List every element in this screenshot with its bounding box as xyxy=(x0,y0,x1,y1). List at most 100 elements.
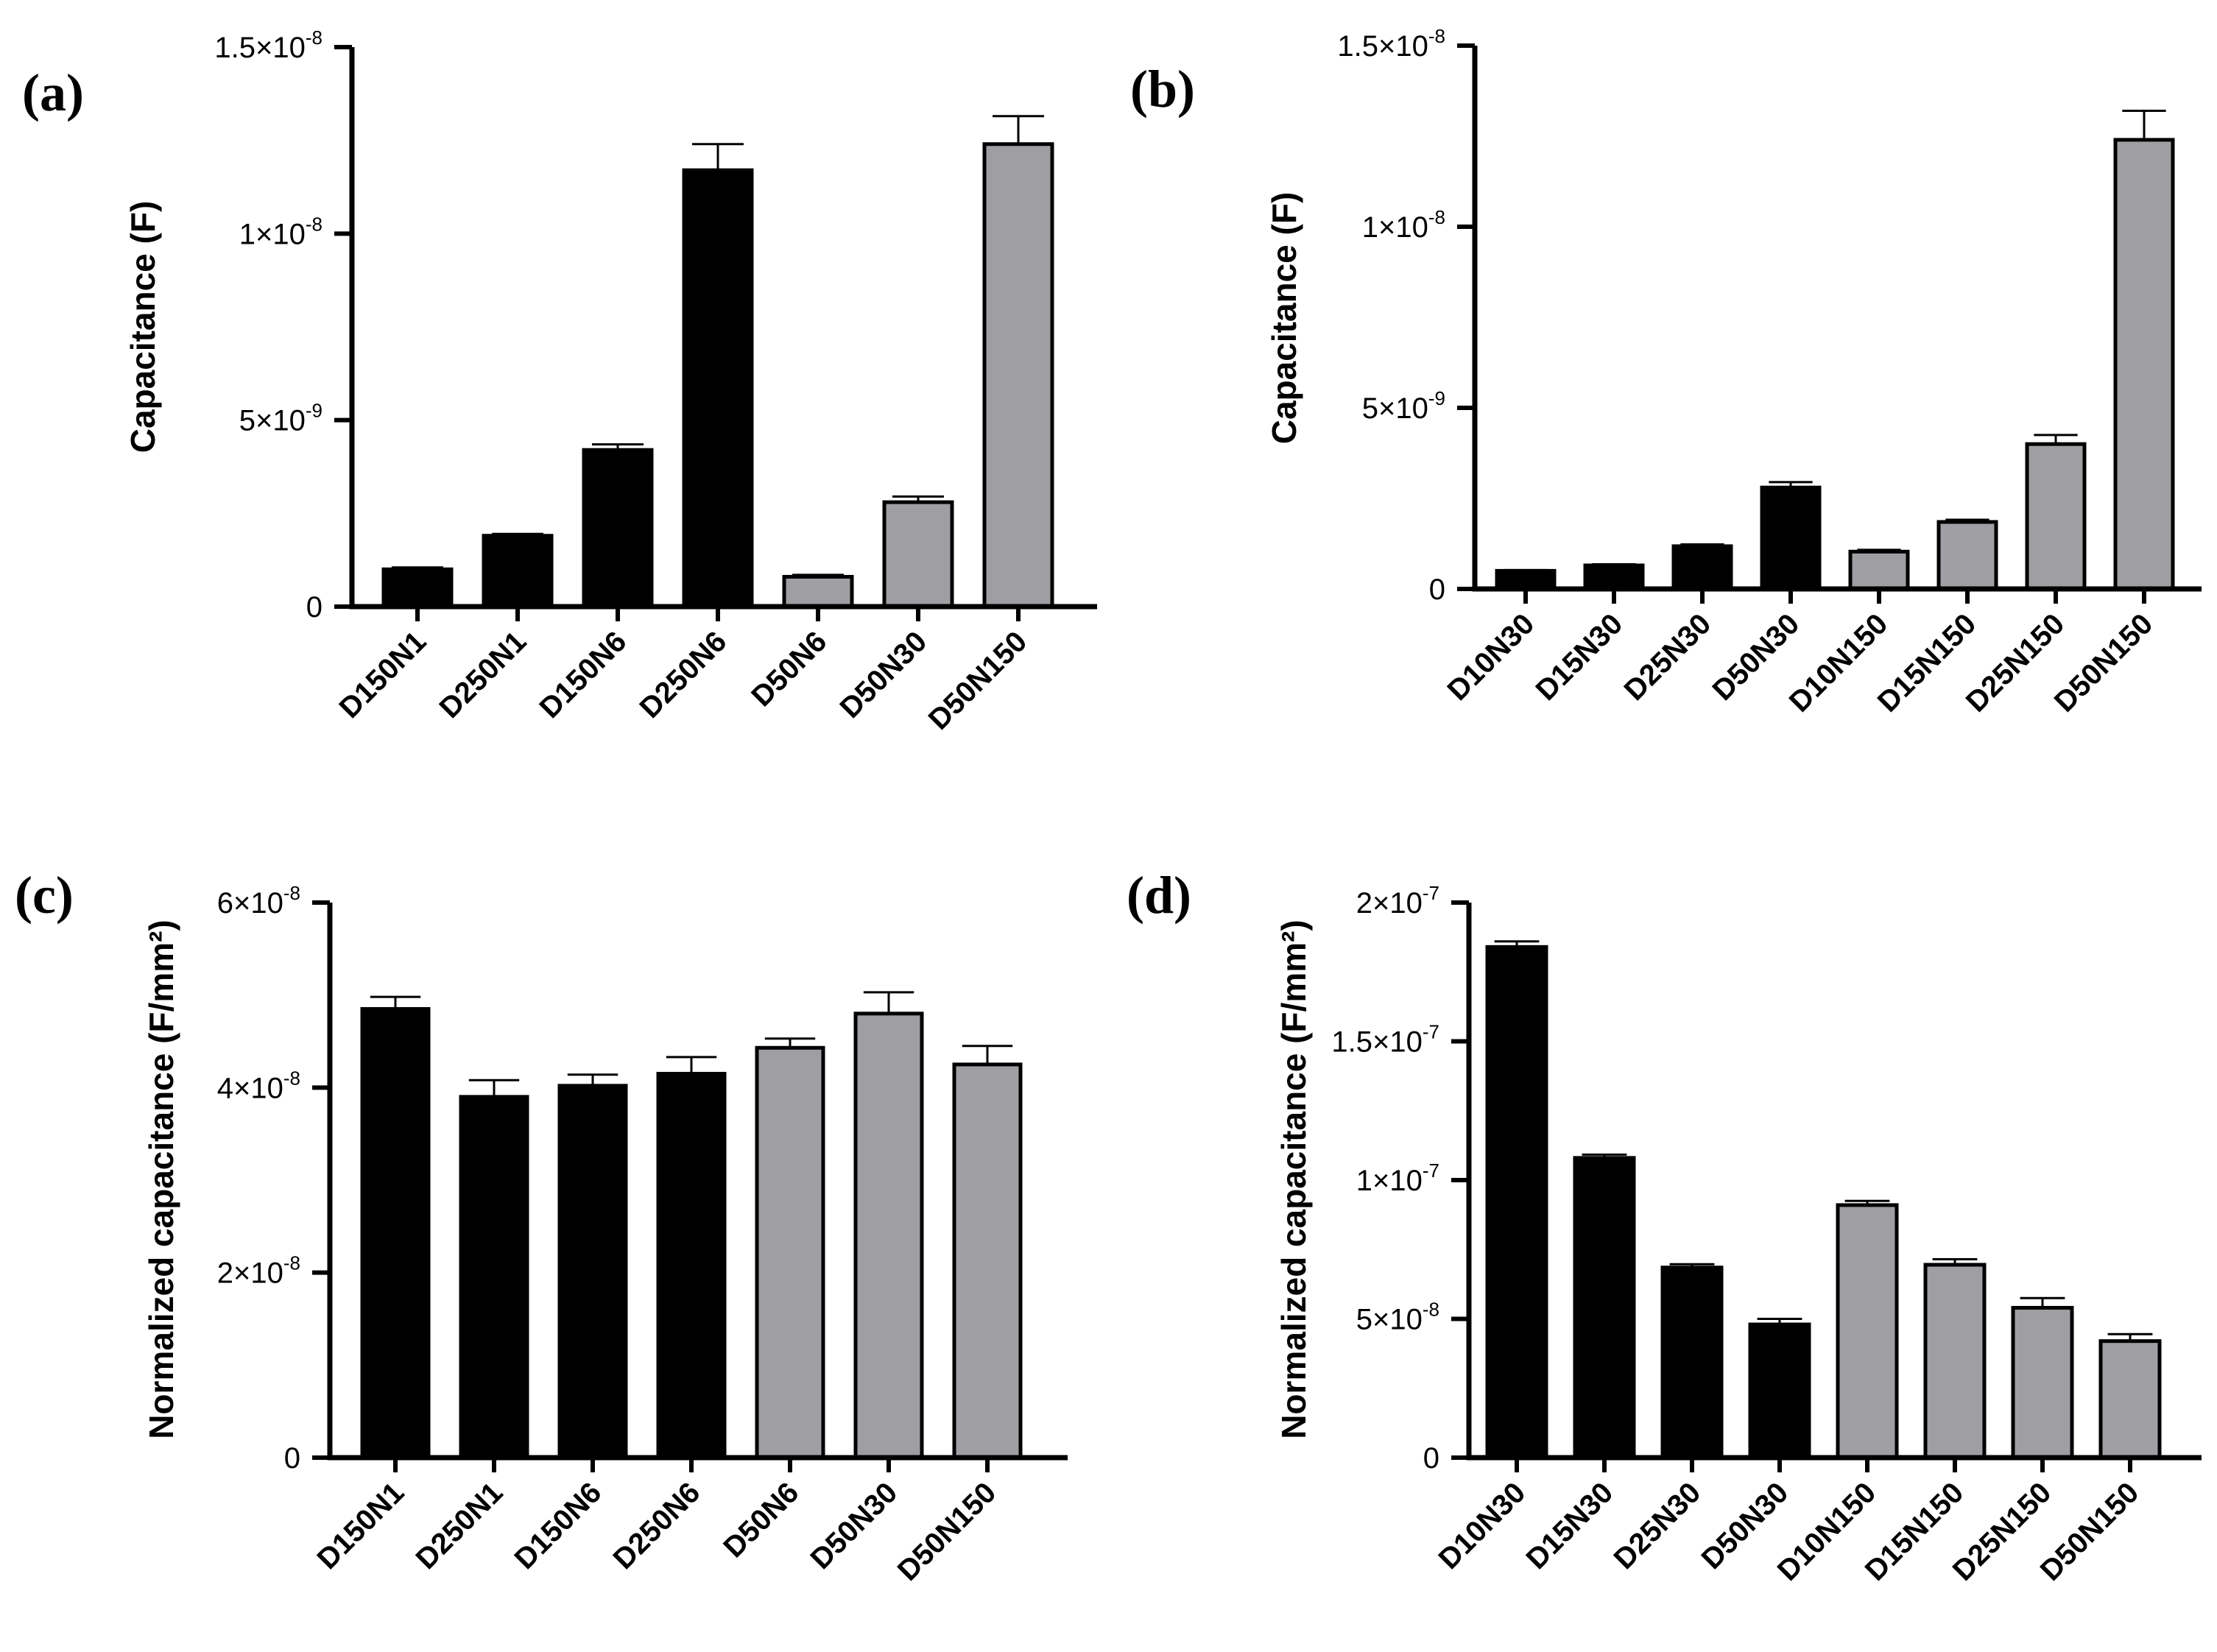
panel-c-bar-d50n6 xyxy=(755,1045,825,1460)
panel-b-label: (b) xyxy=(1130,60,1195,119)
panel-a-category-label: D50N6 xyxy=(745,625,833,713)
panel-d-error-bar-d15n150 xyxy=(1932,1257,1978,1265)
panel-c-y-tick-label: 2×10-8 xyxy=(217,1252,300,1290)
panel-c-bar-d250n1 xyxy=(459,1095,529,1460)
panel-b-error-bar-d15n150 xyxy=(1945,518,1989,522)
panel-a-error-bar-d150n1 xyxy=(392,566,443,570)
panel-d-error-bar-d25n150 xyxy=(2020,1296,2065,1308)
panel-d-y-tick-label: 1.5×10-7 xyxy=(1331,1021,1439,1059)
panel-d: (d) Normalized capacitance (F/mm²) 0 5×10-8… xyxy=(1127,866,2202,1587)
panel-c-error-bar-d150n6 xyxy=(567,1073,618,1086)
panel-b-error-bar-d50n150 xyxy=(2122,110,2166,140)
panel-b-error-bar-d25n30 xyxy=(1680,543,1724,546)
panel-b-bar-d15n150 xyxy=(1936,520,1998,591)
panel-c-category-label: D250N1 xyxy=(409,1476,509,1575)
panel-d-error-bar-d10n150 xyxy=(1844,1199,1890,1205)
panel-c-category-label: D50N150 xyxy=(892,1476,1003,1587)
panel-b-error-bar-d10n150 xyxy=(1857,548,1901,552)
panel-b-y-tick-label: 1×10-8 xyxy=(1362,206,1445,244)
panel-b-y-axis-label: Capacitance (F) xyxy=(1265,192,1303,445)
panel-c-category-label: D250N6 xyxy=(607,1476,706,1575)
panel-d-bar-d50n150 xyxy=(2098,1339,2162,1460)
panel-a-y-tick-label: 1×10-8 xyxy=(239,213,322,250)
panel-c-bar-d50n150 xyxy=(952,1062,1023,1460)
panel-a-bar-d150n6 xyxy=(582,448,654,609)
panel-c-error-bar-d50n6 xyxy=(764,1037,816,1048)
panel-b-category-label: D15N30 xyxy=(1529,607,1629,707)
panel-a-bar-d250n1 xyxy=(482,534,554,609)
panel-c-category-label: D50N30 xyxy=(804,1476,903,1575)
panel-a-category-label: D150N1 xyxy=(333,625,432,724)
panel-d-error-bar-d15n30 xyxy=(1582,1153,1627,1158)
panel-c-label: (c) xyxy=(15,866,74,925)
panel-b-bar-d15n30 xyxy=(1583,563,1645,591)
panel-b-bar-d25n30 xyxy=(1671,544,1733,591)
panel-d-error-bar-d50n150 xyxy=(2107,1332,2153,1341)
panel-c-error-bar-d250n6 xyxy=(666,1056,717,1074)
panel-d-bar-d10n30 xyxy=(1485,945,1548,1460)
panel-d-bar-d50n30 xyxy=(1748,1322,1811,1460)
panel-d-error-bar-d10n30 xyxy=(1494,940,1540,947)
panel-c-category-label: D50N6 xyxy=(717,1476,805,1564)
panel-d-bar-d25n150 xyxy=(2011,1305,2074,1460)
panel-b-category-label: D50N150 xyxy=(2048,607,2160,719)
panel-d-bar-d10n150 xyxy=(1836,1203,1899,1460)
panel-b-bar-d50n30 xyxy=(1760,485,1822,591)
panel-c-error-bar-d50n150 xyxy=(962,1045,1013,1065)
panel-d-bar-d25n30 xyxy=(1660,1266,1724,1460)
panel-c-y-tick-label: 4×10-8 xyxy=(217,1067,300,1104)
panel-a-axes xyxy=(349,47,1097,610)
panel-b-y-tick-label: 0 xyxy=(1429,573,1445,606)
panel-c-category-label: D150N6 xyxy=(508,1476,607,1575)
panel-a-y-tick-label: 0 xyxy=(306,591,322,624)
panel-c-bar-d150n6 xyxy=(557,1084,628,1460)
panel-b-error-bar-d25n150 xyxy=(2034,434,2078,445)
panel-a-bar-d50n6 xyxy=(782,574,854,609)
panel-d-y-axis-label: Normalized capacitance (F/mm²) xyxy=(1275,919,1313,1439)
panel-c-category-label: D150N1 xyxy=(311,1476,410,1575)
panel-c-y-axis-label: Normalized capacitance (F/mm²) xyxy=(142,919,180,1439)
panel-d-error-bar-d50n30 xyxy=(1757,1318,1802,1325)
panel-d-bar-d15n150 xyxy=(1923,1263,1987,1460)
panel-a-error-bar-d150n6 xyxy=(592,443,644,451)
panel-a-category-label: D50N30 xyxy=(833,625,933,724)
panel-b-category-label: D25N30 xyxy=(1618,607,1717,707)
panel-b-bar-d50n150 xyxy=(2113,138,2175,591)
panel-a-error-bar-d50n6 xyxy=(792,573,844,577)
panel-a-category-label: D250N1 xyxy=(433,625,532,724)
panel-a-error-bar-d50n150 xyxy=(993,115,1044,144)
panel-c-bar-d50n30 xyxy=(853,1012,924,1460)
panel-c-error-bar-d250n1 xyxy=(468,1079,520,1097)
panel-d-bar-d15n30 xyxy=(1573,1156,1636,1460)
panel-a-y-tick-label: 1.5×10-8 xyxy=(214,27,322,64)
panel-d-y-tick-label: 2×10-7 xyxy=(1356,882,1439,919)
panel-b-y-tick-label: 1.5×10-8 xyxy=(1337,25,1445,63)
panel-c-bar-d150n1 xyxy=(360,1007,431,1460)
panel-a-error-bar-d250n6 xyxy=(692,143,744,171)
panel-a-category-label: D250N6 xyxy=(633,625,733,724)
panel-a-y-axis-label: Capacitance (F) xyxy=(124,201,162,453)
panel-c-error-bar-d150n1 xyxy=(370,995,421,1009)
panel-c-y-tick-label: 0 xyxy=(284,1442,300,1475)
panel-a-y-tick-label: 5×10-9 xyxy=(239,400,322,437)
panel-a-bar-d150n1 xyxy=(381,567,454,609)
panel-d-y-tick-label: 5×10-8 xyxy=(1356,1299,1439,1336)
panel-b-error-bar-d50n30 xyxy=(1769,481,1813,488)
panel-b-bar-d10n150 xyxy=(1848,549,1910,591)
panel-b-bar-d25n150 xyxy=(2025,442,2087,591)
panel-d-category-label: D15N30 xyxy=(1520,1476,1619,1575)
panel-d-y-tick-label: 1×10-7 xyxy=(1356,1159,1439,1197)
panel-b-error-bar-d10n30 xyxy=(1504,568,1548,571)
panel-b-axes xyxy=(1472,46,2202,592)
panel-b-category-label: D10N30 xyxy=(1441,607,1540,707)
panel-c-axes xyxy=(327,903,1068,1461)
panel-a-bar-d50n150 xyxy=(982,142,1054,609)
panel-d-axes xyxy=(1466,903,2202,1461)
panel-b: (b) Capacitance (F) 0 5×10-9 1×10-8 1.5×10-8 D… xyxy=(1130,25,2202,719)
panel-a-label: (a) xyxy=(22,63,84,122)
panel-a-category-label: D50N150 xyxy=(923,625,1034,736)
panel-b-bar-d10n30 xyxy=(1495,568,1557,591)
panel-c-error-bar-d50n30 xyxy=(863,991,914,1014)
panel-c-y-tick-label: 6×10-8 xyxy=(217,882,300,919)
